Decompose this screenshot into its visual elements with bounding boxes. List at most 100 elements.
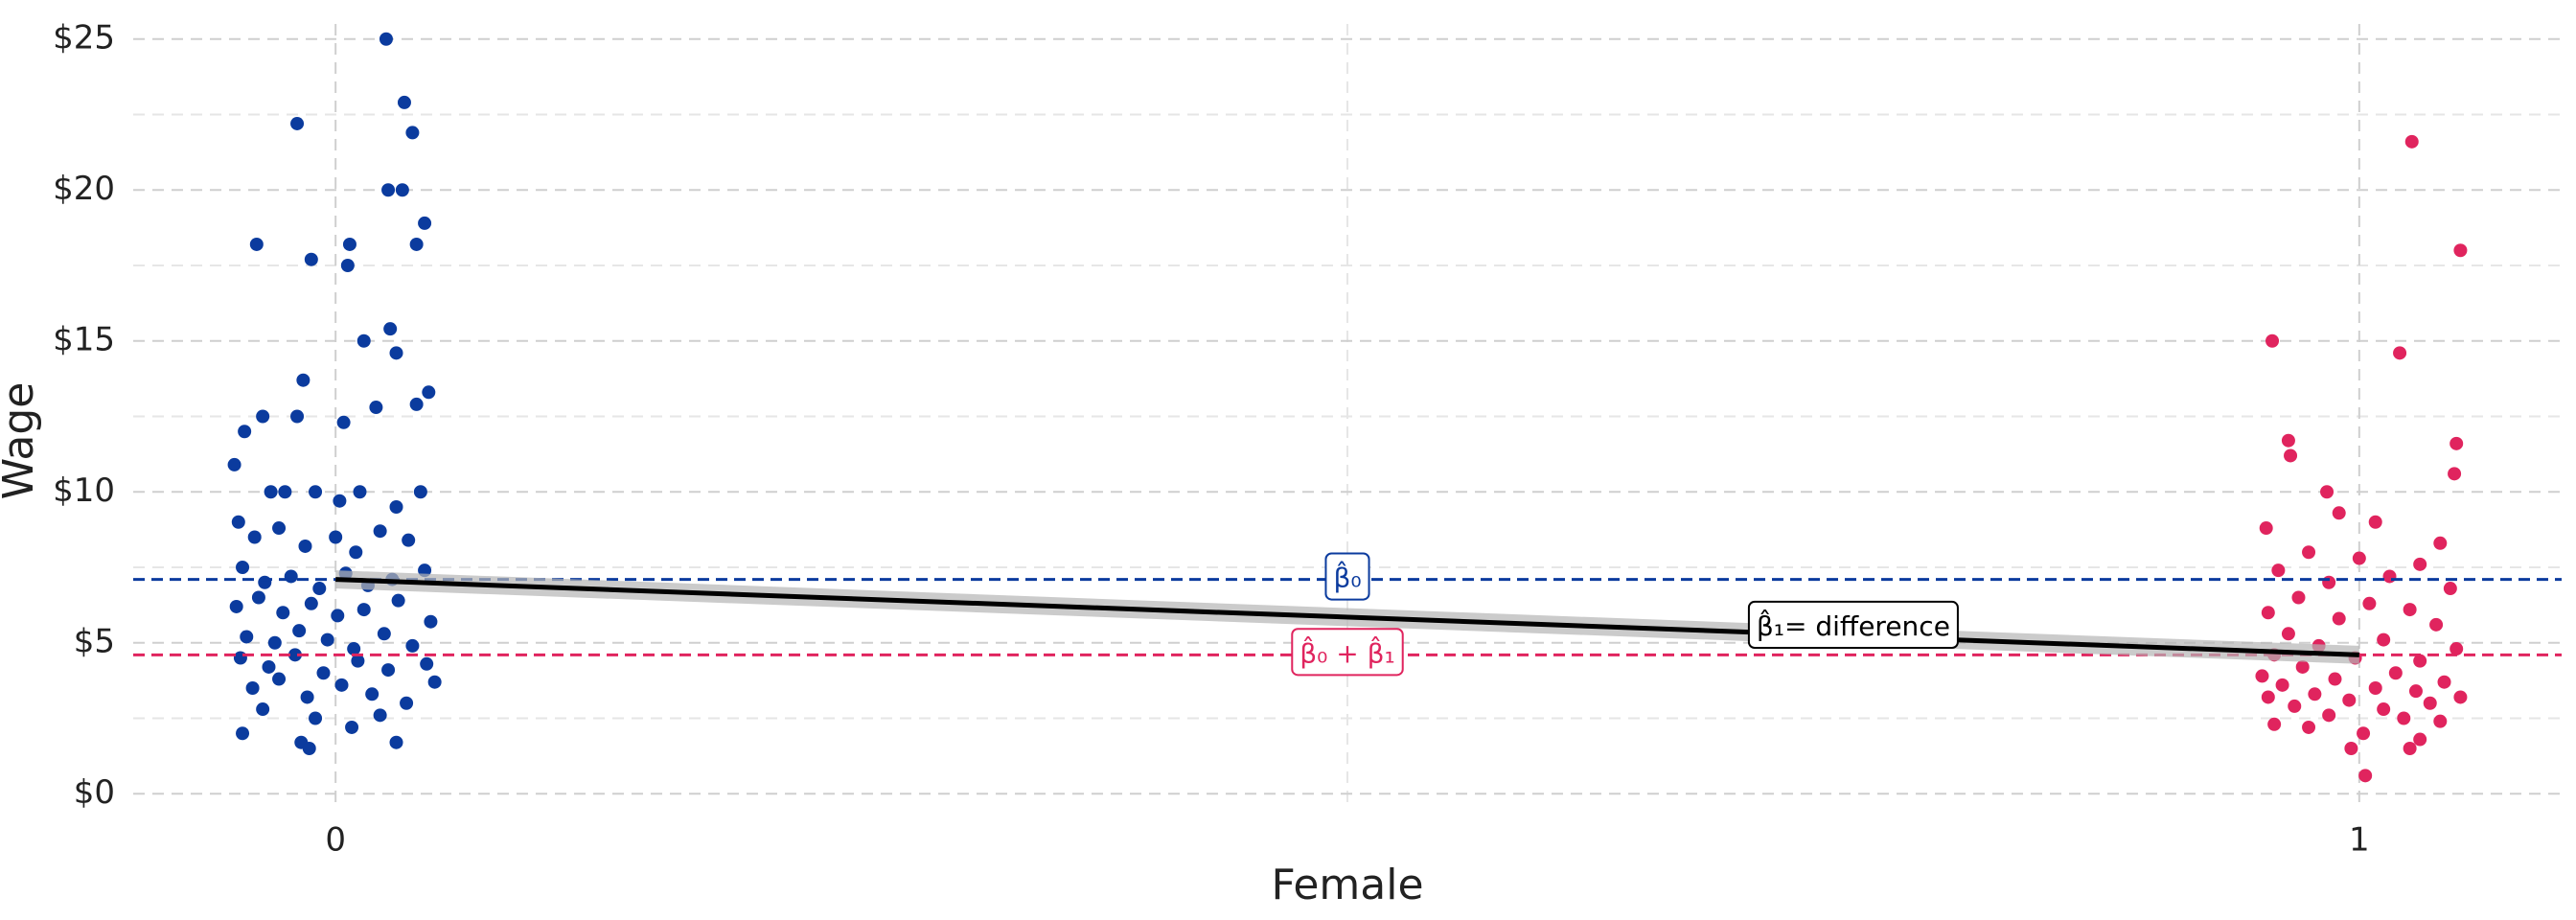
point xyxy=(420,656,434,671)
point xyxy=(2413,732,2427,747)
point xyxy=(2255,669,2269,683)
point xyxy=(2328,672,2342,686)
point xyxy=(302,742,316,755)
point xyxy=(247,530,262,544)
point xyxy=(2288,699,2302,713)
point xyxy=(369,401,383,415)
point xyxy=(389,735,403,749)
point xyxy=(2429,617,2444,632)
point xyxy=(340,259,355,272)
point xyxy=(2267,717,2282,731)
point xyxy=(2358,769,2373,783)
y-tick-label: $15 xyxy=(53,320,115,358)
point xyxy=(2403,742,2417,755)
point xyxy=(424,614,438,629)
point xyxy=(312,582,327,596)
point xyxy=(233,651,247,665)
point xyxy=(296,373,310,387)
point xyxy=(349,545,363,560)
annotation: β̂₁= difference xyxy=(1747,600,1959,649)
point xyxy=(262,659,276,674)
point xyxy=(2408,684,2423,699)
point xyxy=(227,457,242,472)
point xyxy=(229,599,243,613)
point xyxy=(251,590,265,605)
point xyxy=(353,485,367,499)
point xyxy=(2295,659,2310,674)
point xyxy=(347,642,361,656)
point xyxy=(405,126,420,140)
y-tick-label: $5 xyxy=(74,622,115,660)
annotation: β̂₀ xyxy=(1324,552,1370,601)
point xyxy=(331,609,345,623)
point xyxy=(397,95,411,109)
y-tick-label: $0 xyxy=(74,773,115,812)
point xyxy=(267,635,282,650)
point xyxy=(2291,590,2306,605)
point xyxy=(256,409,270,424)
point xyxy=(316,666,331,680)
point xyxy=(2308,687,2322,702)
point xyxy=(2368,515,2382,529)
point xyxy=(2281,433,2295,448)
point xyxy=(381,183,396,197)
point xyxy=(238,425,252,439)
point xyxy=(381,663,396,678)
point xyxy=(2357,726,2371,741)
point xyxy=(2377,702,2391,717)
point xyxy=(2433,714,2448,728)
point xyxy=(298,539,312,553)
point xyxy=(300,690,314,704)
annotation-box xyxy=(1324,552,1370,601)
point xyxy=(336,415,351,429)
point xyxy=(290,116,305,130)
point xyxy=(400,696,414,710)
point xyxy=(356,334,371,348)
point xyxy=(2362,596,2377,610)
point xyxy=(284,569,298,584)
point xyxy=(2453,690,2468,704)
annotation-box xyxy=(1291,628,1404,677)
point xyxy=(413,485,427,499)
point xyxy=(272,672,287,686)
point xyxy=(236,726,250,741)
point xyxy=(379,32,393,46)
point xyxy=(356,603,371,617)
point xyxy=(402,533,416,547)
regression-line xyxy=(335,577,2359,657)
x-tick-label: 1 xyxy=(2349,821,2370,860)
y-tick-label: $10 xyxy=(53,472,115,510)
point xyxy=(2433,536,2448,550)
point xyxy=(2448,467,2462,481)
point xyxy=(383,322,398,336)
point xyxy=(2397,711,2411,725)
point xyxy=(333,494,347,508)
point xyxy=(2322,575,2336,589)
point xyxy=(342,237,356,251)
point xyxy=(2302,720,2316,734)
point xyxy=(264,485,278,499)
point xyxy=(240,630,254,644)
point xyxy=(290,409,305,424)
point xyxy=(2261,690,2275,704)
annotation-label: β̂₀ + β̂₁ xyxy=(1300,634,1394,669)
point xyxy=(2453,243,2468,258)
point xyxy=(309,485,323,499)
annotation-label: β̂₀ xyxy=(1333,560,1361,594)
point xyxy=(2281,627,2295,641)
point xyxy=(2450,436,2464,450)
point xyxy=(304,252,318,266)
y-axis-title: Wage xyxy=(0,382,43,500)
point xyxy=(2266,334,2280,348)
point xyxy=(231,515,245,529)
y-tick-label: $20 xyxy=(53,170,115,208)
point xyxy=(309,711,323,725)
point xyxy=(288,648,302,662)
point xyxy=(389,346,403,360)
point xyxy=(292,624,307,638)
point xyxy=(320,632,334,647)
point xyxy=(2332,506,2346,520)
annotation-label: β̂₁= difference xyxy=(1757,608,1950,642)
